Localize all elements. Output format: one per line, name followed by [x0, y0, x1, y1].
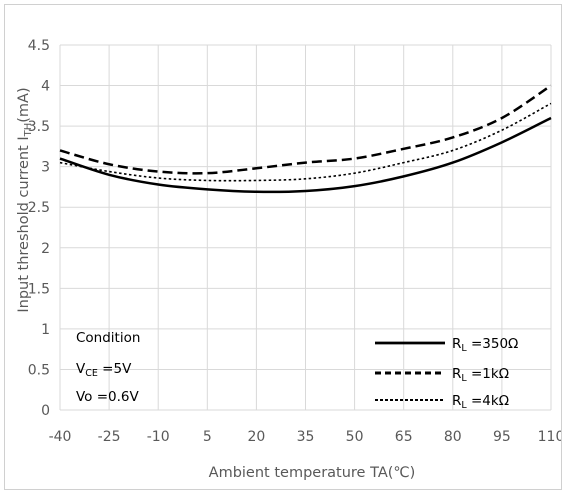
chart-frame: 0 0.5 1 1.5 2 2.5 3 3.5 4 4.5 -40 -25 -10 5 20 35 50 65 8…	[4, 4, 565, 490]
condition-title: Condition	[76, 330, 140, 346]
y-tick-label: 4	[41, 79, 50, 95]
condition-vo: Vo =0.6V	[76, 389, 140, 405]
legend-label-main: R	[452, 336, 461, 352]
condition-vce-prefix: V	[76, 361, 86, 377]
y-tick-label: 3	[41, 160, 50, 176]
legend-label-main: R	[452, 366, 461, 382]
legend-label-value: =350Ω	[467, 336, 519, 352]
threshold-current-chart: 0 0.5 1 1.5 2 2.5 3 3.5 4 4.5 -40 -25 -10 5 20 35 50 65 8…	[16, 38, 565, 481]
y-tick-label: 1.5	[28, 281, 50, 297]
y-tick-label: 3.5	[28, 119, 50, 135]
y-tick-label: 4.5	[28, 38, 50, 54]
x-tick-label: 65	[395, 429, 413, 445]
y-tick-label: 0.5	[28, 362, 50, 378]
legend-label-value: =1kΩ	[467, 366, 509, 382]
legend-label: RL =350Ω	[452, 336, 518, 354]
condition-block: Condition VCE =5V Vo =0.6V	[76, 330, 140, 405]
y-tick-label: 2.5	[28, 200, 50, 216]
legend-label-sub: L	[461, 373, 467, 384]
condition-vce-value: =5V	[98, 361, 132, 377]
x-tick-label: 35	[297, 429, 315, 445]
legend-label: RL =4kΩ	[452, 393, 509, 411]
legend-label-main: R	[452, 393, 461, 409]
y-axis-label: Input threshold current ITH(mA)	[16, 87, 34, 312]
x-tick-labels: -40 -25 -10 5 20 35 50 65 80 95 110	[49, 429, 565, 445]
series-lines	[59, 84, 552, 194]
grid-lines	[59, 44, 552, 411]
condition-vce-sub: CE	[85, 368, 98, 379]
x-tick-label: -25	[98, 429, 121, 445]
x-tick-label: 95	[493, 429, 511, 445]
series-line-dotted	[59, 102, 552, 182]
y-tick-label: 0	[41, 403, 50, 419]
y-tick-labels: 0 0.5 1 1.5 2 2.5 3 3.5 4 4.5	[28, 38, 50, 419]
legend-label-value: =4kΩ	[467, 393, 509, 409]
series-line-dashed	[59, 84, 552, 175]
condition-vce: VCE =5V	[76, 361, 132, 379]
y-tick-label: 2	[41, 241, 50, 257]
x-tick-label: 20	[247, 429, 265, 445]
x-axis-label: Ambient temperature TA(℃)	[209, 465, 416, 481]
x-tick-label: -10	[147, 429, 170, 445]
y-axis-label-unit: (mA)	[16, 87, 32, 122]
legend-label-sub: L	[461, 400, 467, 411]
x-tick-label: -40	[49, 429, 72, 445]
legend-label: RL =1kΩ	[452, 366, 509, 384]
x-tick-label: 80	[444, 429, 462, 445]
y-tick-label: 1	[41, 322, 50, 338]
legend-label-sub: L	[461, 343, 467, 354]
x-tick-label: 5	[203, 429, 212, 445]
y-axis-label-main: Input threshold current I	[16, 136, 32, 312]
y-axis-label-sub: TH	[23, 123, 34, 138]
series-line-solid	[59, 116, 552, 194]
x-tick-label: 110	[538, 429, 561, 445]
x-tick-label: 50	[346, 429, 364, 445]
